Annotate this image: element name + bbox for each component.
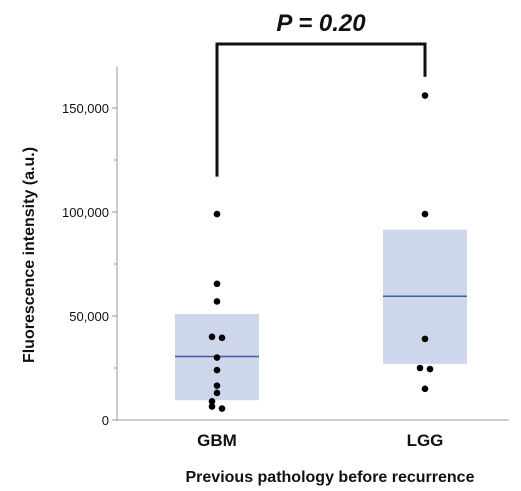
- data-point-gbm: [214, 280, 221, 287]
- data-point-gbm: [209, 334, 216, 341]
- category-label-gbm: GBM: [197, 431, 237, 450]
- category-labels: GBM LGG: [197, 431, 443, 450]
- y-tick-label: 0: [102, 413, 109, 428]
- data-point-lgg: [422, 211, 429, 218]
- data-point-lgg: [422, 336, 429, 343]
- data-point-gbm: [214, 390, 221, 397]
- boxes: [175, 230, 467, 401]
- data-point-lgg: [417, 365, 424, 372]
- data-point-gbm: [219, 405, 226, 412]
- bracket-line: [217, 44, 425, 177]
- y-tick-label: 100,000: [62, 205, 109, 220]
- data-point-gbm: [214, 382, 221, 389]
- y-tick-label: 50,000: [69, 309, 109, 324]
- data-point-gbm: [209, 403, 216, 410]
- data-point-lgg: [427, 366, 434, 373]
- data-point-lgg: [422, 386, 429, 393]
- data-point-gbm: [214, 367, 221, 374]
- x-axis-title: Previous pathology before recurrence: [186, 469, 475, 486]
- data-point-gbm: [214, 354, 221, 361]
- category-label-lgg: LGG: [407, 431, 444, 450]
- data-point-gbm: [219, 335, 226, 342]
- y-tick-label: 150,000: [62, 101, 109, 116]
- data-point-gbm: [214, 298, 221, 305]
- significance-bracket: P = 0.20: [217, 10, 425, 177]
- data-point-lgg: [422, 92, 429, 99]
- y-axis-title: Fluorescence intensity (a.u.): [21, 147, 38, 363]
- y-ticks: 0 50,000 100,000 150,000: [62, 101, 117, 428]
- p-value-label: P = 0.20: [276, 10, 366, 37]
- data-point-gbm: [214, 211, 221, 218]
